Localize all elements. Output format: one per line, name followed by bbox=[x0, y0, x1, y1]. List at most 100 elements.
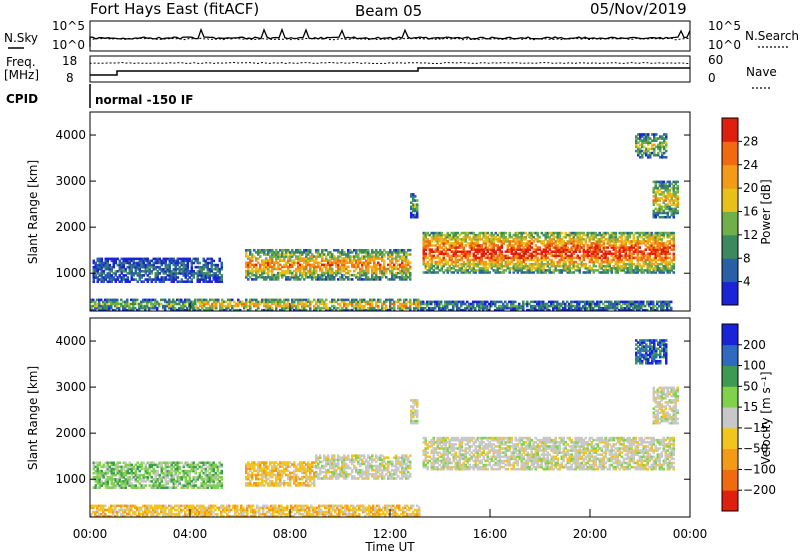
echo-cell bbox=[456, 250, 459, 253]
echo-cell bbox=[409, 306, 412, 310]
echo-cell bbox=[528, 248, 531, 251]
echo-cell bbox=[138, 508, 141, 512]
echo-cell bbox=[249, 253, 252, 256]
echo-cell bbox=[126, 512, 129, 516]
echo-cell bbox=[112, 259, 115, 263]
echo-cell bbox=[424, 256, 427, 260]
echo-cell bbox=[662, 182, 665, 186]
echo-cell bbox=[162, 280, 165, 283]
echo-cell bbox=[373, 255, 376, 258]
echo-cell bbox=[592, 248, 595, 251]
echo-cell bbox=[640, 250, 643, 253]
echo-cell bbox=[442, 271, 445, 274]
echo-cell bbox=[343, 267, 346, 271]
echo-cell bbox=[536, 233, 539, 237]
echo-cell bbox=[628, 262, 631, 266]
echo-cell bbox=[582, 250, 585, 253]
echo-cell bbox=[632, 240, 635, 243]
echo-cell bbox=[652, 213, 655, 217]
echo-cell bbox=[291, 249, 294, 252]
echo-cell bbox=[245, 273, 248, 277]
echo-cell bbox=[144, 270, 147, 273]
echo-cell bbox=[668, 182, 671, 186]
echo-cell bbox=[654, 201, 657, 204]
echo-cell bbox=[100, 508, 103, 512]
echo-cell bbox=[442, 258, 445, 262]
echo-cell bbox=[299, 278, 302, 281]
echo-cell bbox=[512, 248, 515, 251]
echo-cell bbox=[367, 251, 370, 254]
echo-cell bbox=[448, 246, 451, 249]
echo-cell bbox=[337, 263, 340, 267]
echo-cell bbox=[520, 233, 523, 237]
echo-cell bbox=[327, 263, 330, 267]
echo-cell bbox=[450, 260, 453, 264]
echo-cell bbox=[512, 271, 515, 274]
echo-cell bbox=[630, 304, 633, 308]
echo-cell bbox=[652, 188, 655, 192]
echo-cell bbox=[448, 264, 451, 268]
echo-cell bbox=[413, 302, 416, 306]
echo-cell bbox=[120, 261, 123, 265]
echo-cell bbox=[488, 240, 491, 243]
echo-cell bbox=[94, 306, 97, 310]
echo-cell bbox=[468, 250, 471, 253]
echo-cell bbox=[426, 262, 429, 266]
echo-cell bbox=[542, 267, 545, 270]
echo-cell bbox=[210, 263, 213, 267]
echo-cell bbox=[341, 263, 344, 267]
echo-cell bbox=[520, 235, 523, 239]
echo-cell bbox=[618, 235, 621, 239]
echo-cell bbox=[178, 298, 181, 302]
echo-cell bbox=[526, 267, 529, 270]
echo-cell bbox=[369, 255, 372, 258]
echo-cell bbox=[134, 302, 137, 306]
echo-cell bbox=[672, 207, 675, 211]
echo-cell bbox=[656, 191, 659, 194]
echo-cell bbox=[128, 506, 131, 510]
echo-cell bbox=[542, 306, 545, 310]
echo-cell bbox=[662, 201, 665, 204]
echo-cell bbox=[98, 257, 101, 261]
echo-cell bbox=[186, 306, 189, 310]
echo-cell bbox=[552, 306, 555, 310]
echo-cell bbox=[351, 261, 354, 265]
echo-cell bbox=[496, 269, 499, 272]
echo-cell bbox=[174, 261, 177, 265]
echo-cell bbox=[341, 276, 344, 279]
echo-cell bbox=[395, 257, 398, 260]
echo-cell bbox=[490, 252, 493, 256]
echo-cell bbox=[462, 254, 465, 258]
echo-cell bbox=[186, 278, 189, 281]
echo-cell bbox=[662, 267, 665, 270]
echo-cell bbox=[552, 304, 555, 308]
echo-cell bbox=[116, 300, 119, 304]
echo-cell bbox=[448, 248, 451, 251]
echo-cell bbox=[281, 265, 284, 269]
echo-cell bbox=[102, 270, 105, 273]
echo-cell bbox=[648, 246, 651, 249]
echo-cell bbox=[466, 304, 469, 308]
echo-cell bbox=[618, 260, 621, 264]
echo-cell bbox=[220, 263, 223, 267]
echo-cell bbox=[208, 278, 211, 281]
echo-cell bbox=[365, 273, 368, 277]
echo-cell bbox=[478, 306, 481, 310]
echo-cell bbox=[642, 242, 645, 245]
echo-cell bbox=[152, 508, 155, 512]
echo-cell bbox=[174, 259, 177, 263]
nave-label: Nave bbox=[746, 65, 777, 79]
echo-cell bbox=[654, 252, 657, 256]
echo-cell bbox=[255, 302, 258, 306]
echo-cell bbox=[652, 258, 655, 262]
echo-cell bbox=[299, 302, 302, 306]
echo-cell bbox=[214, 278, 217, 281]
echo-cell bbox=[267, 300, 270, 304]
echo-cell bbox=[568, 240, 571, 243]
echo-cell bbox=[654, 186, 657, 190]
echo-cell bbox=[166, 267, 169, 271]
echo-cell bbox=[492, 233, 495, 237]
echo-cell bbox=[454, 246, 457, 249]
echo-cell bbox=[480, 252, 483, 256]
echo-cell bbox=[484, 246, 487, 249]
